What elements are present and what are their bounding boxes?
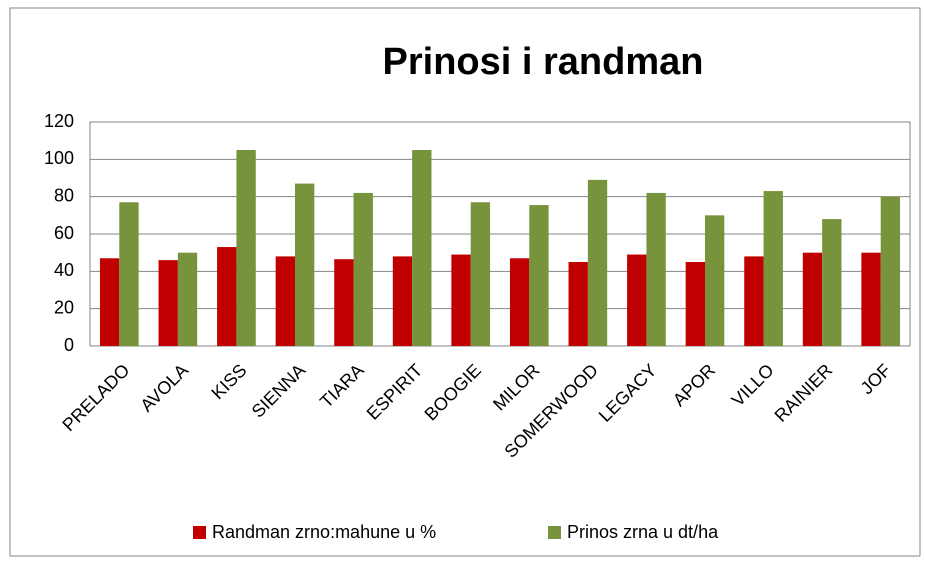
y-tick-label: 60 (54, 223, 74, 243)
legend-swatch (193, 526, 206, 539)
bar (119, 202, 139, 346)
bar (529, 205, 549, 346)
legend-swatch (548, 526, 561, 539)
bar (509, 258, 530, 346)
bar (685, 262, 705, 346)
plot-area (89, 121, 911, 347)
bar (236, 150, 256, 346)
y-tick-label: 80 (54, 185, 74, 205)
bar (587, 179, 608, 346)
bar (392, 256, 413, 346)
bar (177, 252, 198, 346)
bar (861, 252, 881, 346)
bar (627, 254, 647, 346)
bar (646, 192, 666, 346)
bar (353, 192, 373, 346)
y-tick-label: 0 (64, 335, 74, 355)
bar (334, 259, 354, 346)
bar (412, 150, 432, 346)
y-tick-label: 100 (44, 148, 74, 168)
bar (822, 219, 842, 346)
bar (451, 254, 471, 346)
bar (158, 260, 178, 346)
bar (470, 202, 491, 346)
bar (275, 256, 295, 346)
bar (763, 191, 783, 346)
legend-label: Prinos zrna u dt/ha (567, 522, 719, 542)
y-tick-label: 40 (54, 260, 74, 280)
bar (99, 258, 120, 346)
y-tick-label: 120 (44, 111, 74, 131)
bar (295, 183, 315, 346)
bar (744, 256, 764, 346)
chart-title: Prinosi i randman (383, 41, 704, 83)
bar (880, 196, 901, 346)
bar (568, 262, 588, 346)
legend-label: Randman zrno:mahune u % (212, 522, 436, 542)
bar (802, 252, 823, 346)
y-tick-label: 20 (54, 297, 74, 317)
bar (705, 215, 725, 346)
bar (217, 247, 237, 346)
